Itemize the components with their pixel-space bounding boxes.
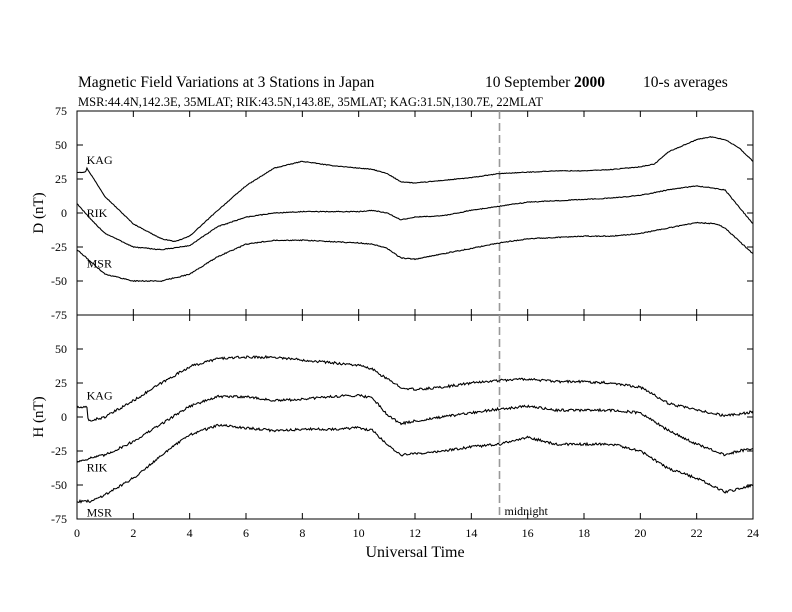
y-axis-label: H (nT): [31, 396, 47, 437]
x-tick-label: 2: [130, 526, 136, 540]
x-tick-label: 20: [634, 526, 646, 540]
x-tick-label: 8: [299, 526, 305, 540]
x-tick-label: 22: [691, 526, 703, 540]
y-tick-label: -75: [51, 512, 67, 526]
y-tick-label: 75: [55, 104, 67, 118]
date-year: 2000: [574, 74, 605, 91]
averaging-label: 10-s averages: [643, 74, 728, 91]
panel-d: 75 50 25 0 -25 -50 -75 D (nT) KAG RIK MSR: [31, 104, 754, 322]
series-d-kag: [76, 136, 754, 243]
series-label-kag: KAG: [87, 153, 113, 167]
date-month: September: [504, 74, 571, 91]
plot-frame: [76, 314, 754, 520]
y-tick-label: 25: [55, 172, 67, 186]
y-tick-label: 50: [55, 342, 67, 356]
y-tick-label: 25: [55, 376, 67, 390]
series-label-msr: MSR: [87, 505, 112, 519]
x-tick-label: 18: [578, 526, 590, 540]
series-label-kag: KAG: [87, 388, 113, 402]
x-tick-label: 4: [187, 526, 193, 540]
series-d-msr: [76, 221, 754, 283]
y-tick-label: 0: [61, 206, 67, 220]
y-tick-label: -50: [51, 478, 67, 492]
y-tick-label: -50: [51, 274, 67, 288]
x-tick-label: 14: [465, 526, 477, 540]
x-axis-label: Universal Time: [365, 544, 464, 561]
series-d-rik: [76, 185, 754, 251]
x-tick-label: 10: [353, 526, 365, 540]
x-tick-label: 24: [747, 526, 759, 540]
series-label-msr: MSR: [87, 256, 112, 270]
y-axis-label: D (nT): [31, 192, 47, 233]
y-tick-label: -75: [51, 308, 67, 322]
stations-info: MSR:44.4N,142.3E, 35MLAT; RIK:43.5N,143.…: [78, 95, 543, 109]
x-tick-label: 6: [243, 526, 249, 540]
series-label-rik: RIK: [87, 206, 108, 220]
series-h-rik: [76, 393, 754, 463]
series-label-rik: RIK: [87, 460, 108, 474]
plot-frame: [76, 110, 754, 316]
x-tick-label: 12: [409, 526, 421, 540]
y-tick-label: 50: [55, 138, 67, 152]
x-tick-label: 16: [522, 526, 534, 540]
midnight-label: midnight: [505, 504, 549, 518]
x-tick-label: 0: [74, 526, 80, 540]
y-tick-label: -25: [51, 444, 67, 458]
panel-h: 50 25 0 -25 -50 -75 H (nT) KAG RIK MSR: [31, 314, 754, 526]
series-h-kag: [76, 354, 754, 422]
date-day: 10: [485, 74, 501, 91]
chart-title: Magnetic Field Variations at 3 Stations …: [78, 74, 375, 91]
y-tick-label: 0: [61, 410, 67, 424]
y-tick-label: -25: [51, 240, 67, 254]
series-h-msr: [76, 423, 754, 504]
